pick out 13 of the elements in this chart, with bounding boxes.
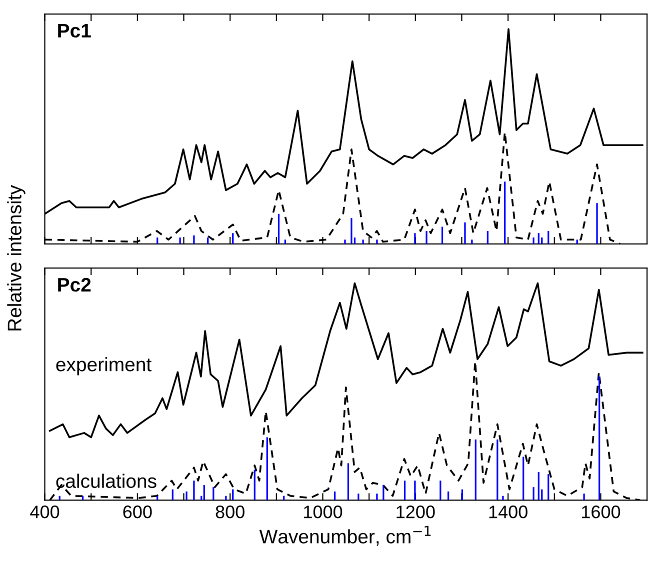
x-tick-label: 800 <box>216 506 244 518</box>
x-tick-label: 1000 <box>304 506 342 518</box>
x-tick-label: 1200 <box>396 506 435 518</box>
y-axis-title: Relative intensity <box>7 185 26 330</box>
series-label: experiment <box>56 357 152 376</box>
x-axis-title: Wavenumber, cm$^{−1}$ <box>259 526 431 546</box>
x-tick-label: 400 <box>30 506 60 518</box>
x-tick-label: 1600 <box>582 506 620 518</box>
x-tick-label: 600 <box>123 506 152 518</box>
series-label: calculations <box>56 474 156 488</box>
x-tick-label: 1400 <box>489 506 528 518</box>
chart-title: Pc1 <box>58 24 91 38</box>
chart-title: Pc2 <box>58 278 91 292</box>
